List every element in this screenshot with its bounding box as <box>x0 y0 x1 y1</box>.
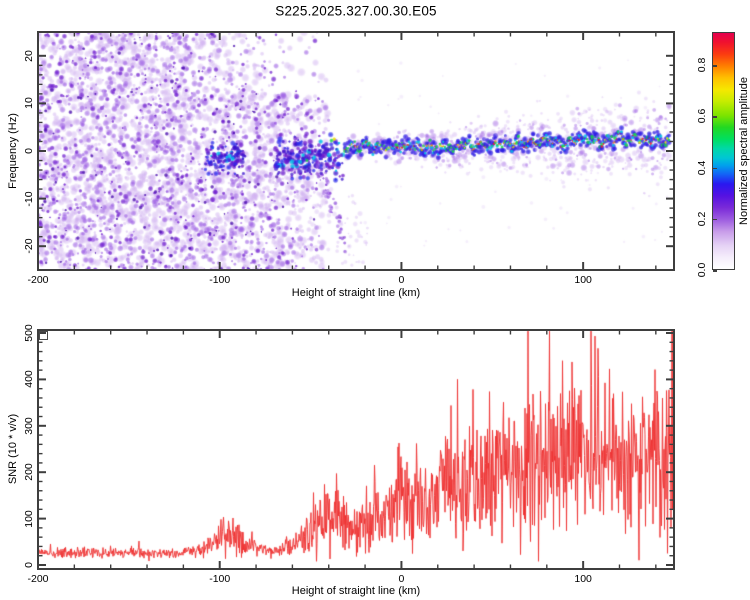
colorbar-tick-mark <box>713 270 717 272</box>
snr-plot <box>37 329 675 570</box>
snr-x-tick-label: 0 <box>398 573 405 585</box>
corner-artifact-box <box>39 331 48 340</box>
snr-y-tick-label: 400 <box>23 370 35 389</box>
colorbar-tick-mark <box>713 167 717 170</box>
snr-y-tick-label: 0 <box>23 562 35 568</box>
snr-axes <box>37 329 675 570</box>
snr-y-axis-label: SNR (10 * v/v) <box>7 413 19 485</box>
colorbar-tick-label: 0.2 <box>696 211 708 227</box>
colorbar-tick-mark <box>713 65 717 67</box>
snr-x-tick-label: -200 <box>27 573 49 585</box>
colorbar-tick-label: 0.0 <box>696 262 708 278</box>
colorbar-tick-mark <box>713 218 717 221</box>
snr-y-tick-label: 500 <box>23 324 35 342</box>
figure-title: S225.2025.327.00.30.E05 <box>275 3 437 19</box>
spectrogram-y-tick-label: 20 <box>23 49 35 62</box>
spectrogram-y-tick-label: -10 <box>23 191 35 207</box>
snr-y-tick-label: 100 <box>23 509 35 528</box>
spectrogram-y-tick-label: 10 <box>23 97 35 110</box>
spectrogram-y-tick-label: 0 <box>23 148 35 154</box>
snr-x-axis-label: Height of straight line (km) <box>291 585 421 597</box>
spectrogram-x-tick-label: 0 <box>398 274 405 286</box>
spectrogram-x-axis-label: Height of straight line (km) <box>291 287 421 299</box>
snr-trace <box>38 330 674 569</box>
spectrogram-axes <box>37 31 675 271</box>
colorbar-label: Normalized spectral amplitude <box>738 77 750 225</box>
snr-x-tick-label: 100 <box>574 573 592 585</box>
snr-x-tick-label: -100 <box>209 573 231 585</box>
spectrogram-plot <box>37 31 675 271</box>
colorbar-tick-label: 0.8 <box>696 57 708 73</box>
spectrogram-y-tick-label: -20 <box>23 238 35 254</box>
colorbar <box>712 32 735 272</box>
snr-y-tick-label: 200 <box>23 463 35 481</box>
spectrogram-x-tick-label: -100 <box>209 274 231 286</box>
spectrogram-y-axis-label: Frequency (Hz) <box>7 113 19 189</box>
colorbar-tick-label: 0.6 <box>696 109 708 124</box>
colorbar-tick-label: 0.4 <box>696 160 708 175</box>
snr-y-tick-label: 300 <box>23 417 35 435</box>
spectrogram-image <box>38 32 674 270</box>
spectrogram-x-tick-label: 100 <box>574 274 592 286</box>
colorbar-tick-mark <box>713 116 717 118</box>
spectrogram-x-tick-label: -200 <box>27 274 49 286</box>
